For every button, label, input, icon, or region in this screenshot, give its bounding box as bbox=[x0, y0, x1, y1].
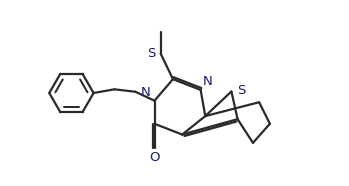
Text: N: N bbox=[141, 86, 151, 99]
Text: S: S bbox=[147, 47, 155, 60]
Text: N: N bbox=[203, 75, 213, 88]
Text: S: S bbox=[237, 84, 245, 97]
Text: O: O bbox=[149, 151, 160, 164]
